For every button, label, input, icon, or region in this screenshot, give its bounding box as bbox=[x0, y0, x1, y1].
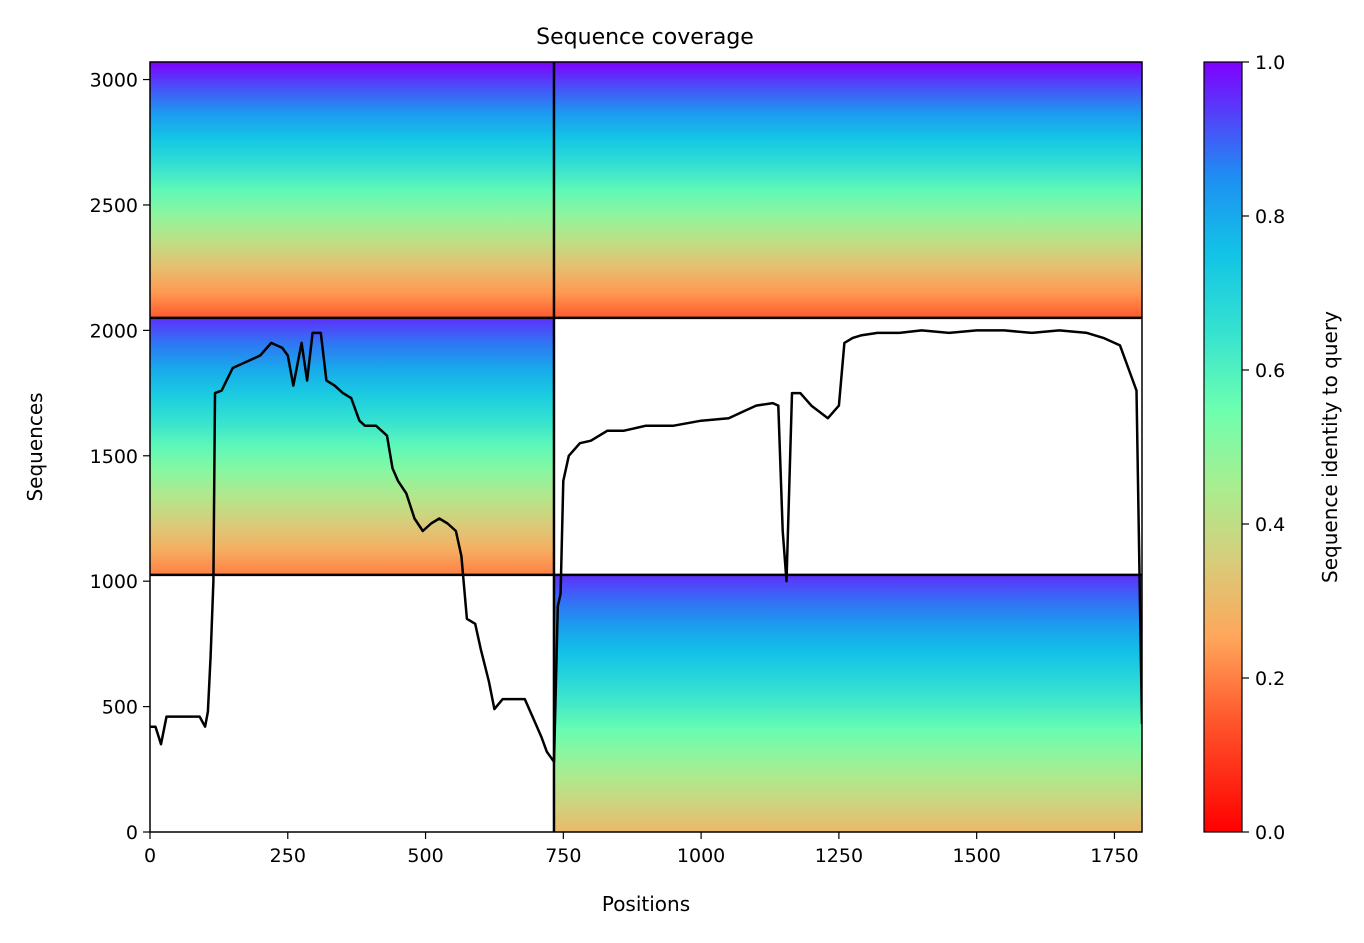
x-tick-label: 0 bbox=[144, 845, 156, 867]
y-tick-label: 2000 bbox=[90, 320, 138, 342]
chain-A-only-block bbox=[150, 317, 554, 575]
x-axis-label: Positions bbox=[602, 892, 690, 916]
identity-blocks bbox=[150, 62, 1142, 832]
y-tick-label: 1000 bbox=[90, 571, 138, 593]
chain-B-only-block bbox=[553, 574, 1142, 832]
x-tick-label: 750 bbox=[545, 845, 581, 867]
colorbar-ticks: 0.0 0.2 0.4 0.6 0.8 1.0 bbox=[1242, 52, 1285, 844]
y-axis-label: Sequences bbox=[23, 392, 47, 501]
chain-B-block bbox=[553, 62, 1142, 318]
y-tick-label: 1500 bbox=[90, 446, 138, 468]
x-tick-label: 1750 bbox=[1090, 845, 1138, 867]
y-axis-ticks: 0 500 1000 1500 2000 2500 3000 bbox=[90, 70, 150, 844]
y-tick-label: 500 bbox=[102, 697, 138, 719]
coverage-line bbox=[150, 329, 1142, 764]
chain-A-block bbox=[150, 62, 554, 318]
colorbar-tick-label: 0.0 bbox=[1255, 822, 1285, 844]
x-tick-label: 1000 bbox=[677, 845, 725, 867]
plot-frame bbox=[149, 61, 1143, 833]
x-axis-ticks: 0 250 500 750 1000 1250 1500 1750 bbox=[144, 832, 1139, 867]
chain-boundaries bbox=[150, 62, 1142, 832]
y-tick-label: 3000 bbox=[90, 70, 138, 92]
colorbar-label: Sequence identity to query bbox=[1318, 311, 1342, 583]
colorbar-gradient bbox=[1203, 61, 1243, 833]
x-tick-label: 1500 bbox=[952, 845, 1000, 867]
chart-title: Sequence coverage bbox=[536, 25, 754, 50]
coverage-line-layer bbox=[150, 329, 1142, 764]
y-tick-label: 0 bbox=[126, 822, 138, 844]
colorbar-tick-label: 0.8 bbox=[1255, 206, 1285, 228]
colorbar-tick-label: 0.4 bbox=[1255, 514, 1285, 536]
colorbar-tick-label: 0.2 bbox=[1255, 668, 1285, 690]
plot-area bbox=[150, 62, 1142, 832]
colorbar-tick-label: 0.6 bbox=[1255, 360, 1285, 382]
x-tick-label: 250 bbox=[270, 845, 306, 867]
x-tick-label: 1250 bbox=[815, 845, 863, 867]
colorbar: 0.0 0.2 0.4 0.6 0.8 1.0 Sequence identity to … bbox=[1203, 52, 1342, 844]
y-tick-label: 2500 bbox=[90, 195, 138, 217]
x-tick-label: 500 bbox=[407, 845, 443, 867]
colorbar-tick-label: 1.0 bbox=[1255, 52, 1285, 74]
